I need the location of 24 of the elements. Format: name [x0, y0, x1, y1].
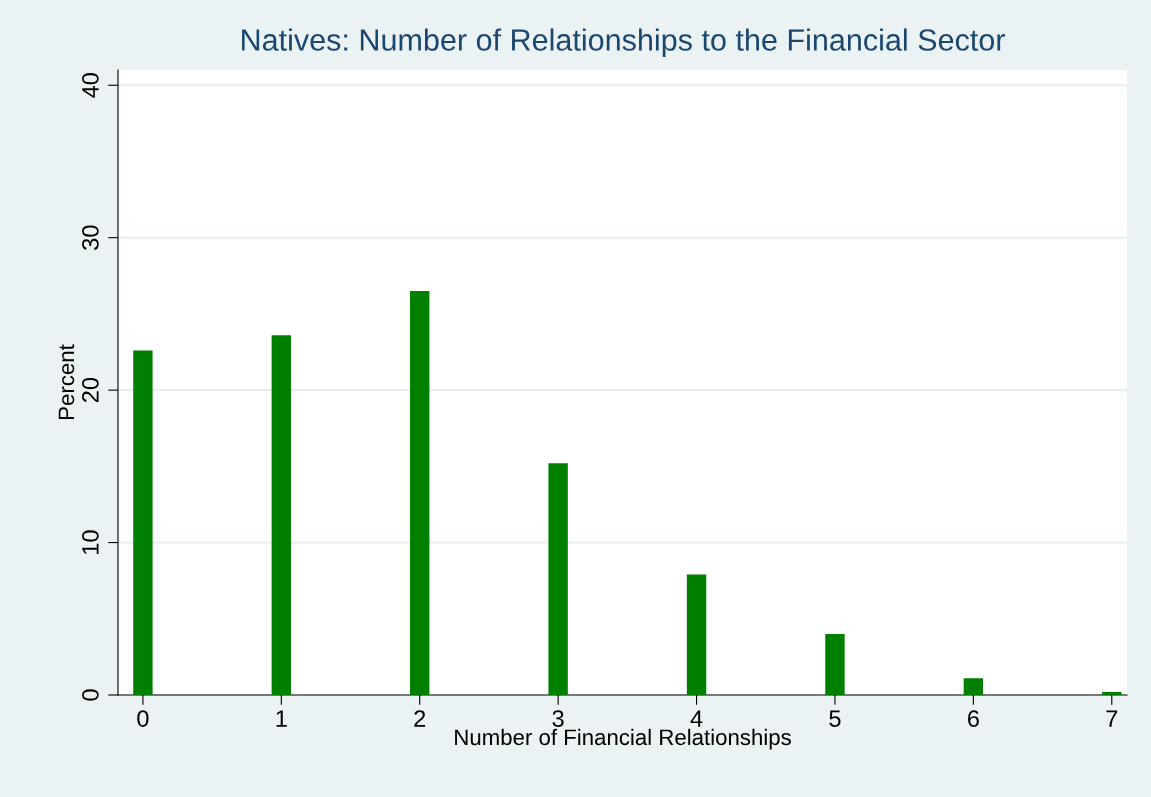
- x-tick-label: 7: [1106, 710, 1118, 727]
- y-tick-label: 0: [82, 689, 99, 701]
- bar: [133, 350, 153, 695]
- bar: [963, 678, 984, 695]
- chart-title: Natives: Number of Relationships to the Financial Sector: [242, 28, 1005, 57]
- y-axis-title: Percent: [58, 344, 75, 419]
- bar: [686, 574, 707, 695]
- x-tick-label: 0: [137, 710, 149, 727]
- x-tick-label: 6: [968, 710, 979, 727]
- y-tick-label: 40: [82, 73, 99, 98]
- y-tick-label: 10: [82, 530, 99, 554]
- bar: [548, 463, 568, 695]
- x-tick-label: 3: [552, 710, 564, 727]
- x-tick-label: 2: [414, 710, 426, 727]
- y-tick-label: 30: [82, 225, 99, 250]
- y-tick-label: 20: [82, 377, 99, 403]
- x-tick-label: 4: [690, 710, 703, 727]
- bar: [410, 291, 430, 695]
- x-axis-title: Number of Financial Relationships: [455, 728, 791, 750]
- bar: [1102, 691, 1122, 695]
- x-tick-label: 1: [276, 710, 287, 727]
- bar: [271, 335, 292, 695]
- x-tick-label: 5: [829, 710, 841, 727]
- bar: [825, 634, 845, 695]
